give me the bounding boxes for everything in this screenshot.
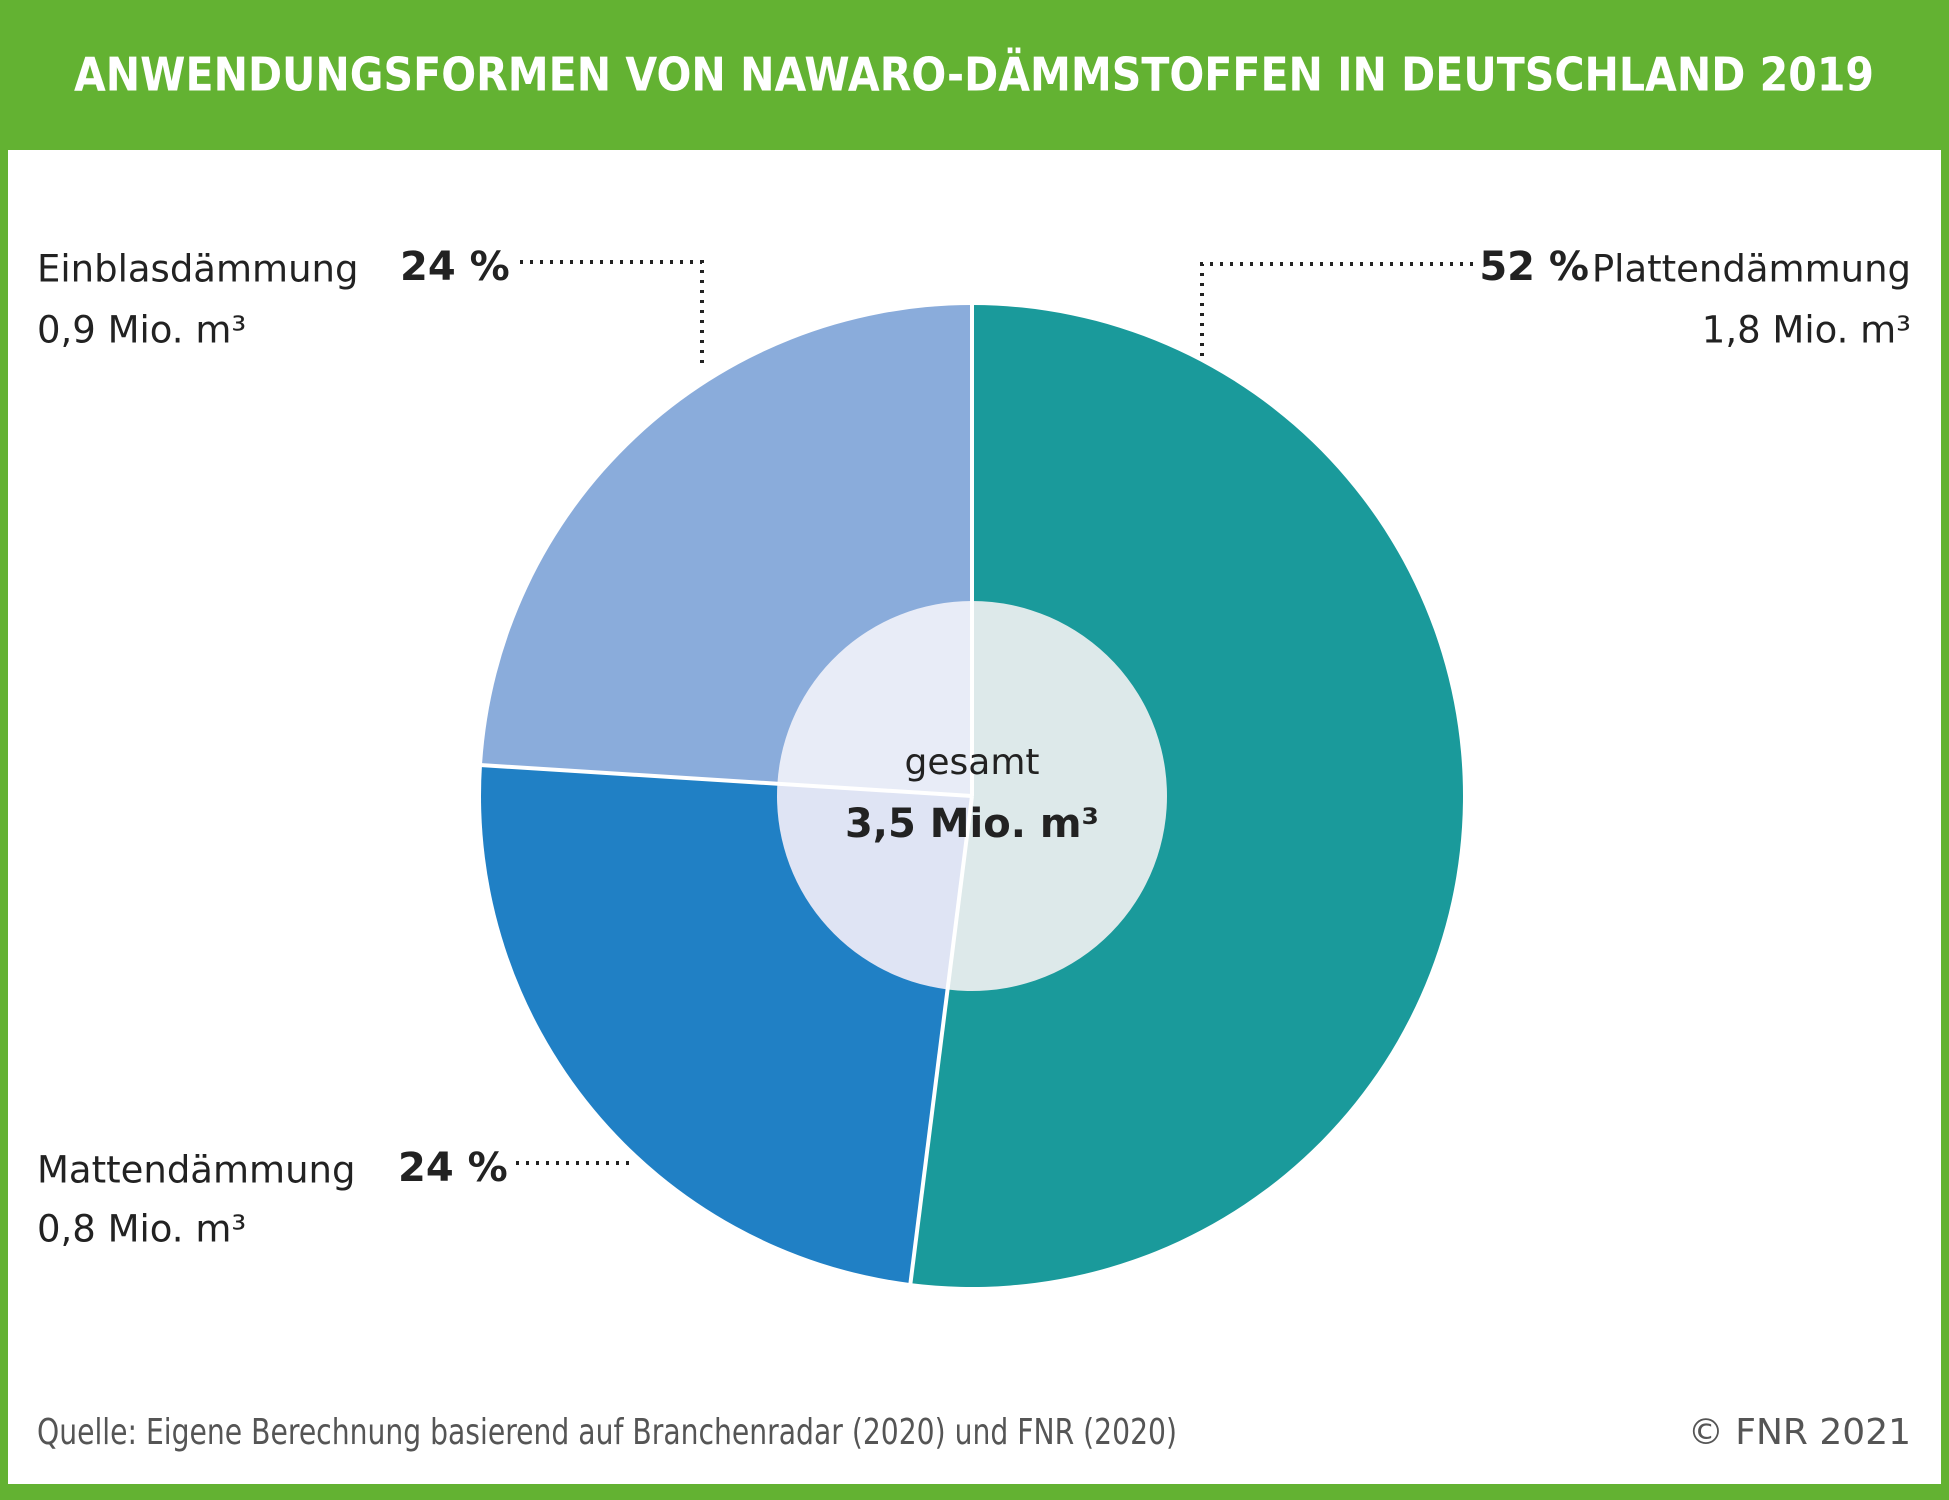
volume-label: 0,9 Mio. m³ [37,309,246,352]
leader-line [1200,262,1473,358]
slice-inner [776,783,972,990]
donut [479,303,1463,1287]
slice-inner [947,600,1168,991]
leader-line [520,260,704,370]
category-label: Mattendämmung [37,1149,355,1192]
category-label: Plattendämmung [1592,248,1911,291]
category-label: Einblasdämmung [37,248,358,291]
volume-label: 1,8 Mio. m³ [1702,309,1911,352]
slice [910,305,1463,1287]
slice-separator [908,795,974,1286]
value-label: 52 % [1479,244,1589,290]
volume-label: 0,8 Mio. m³ [37,1208,246,1251]
value-label: 24 % [400,244,510,290]
chart-title: ANWENDUNGSFORMEN VON NAWARO-DÄMMSTOFFEN … [74,48,1874,102]
center-value: 3,5 Mio. m³ [845,801,1099,847]
slice-inner [777,601,972,796]
source: Quelle: Eigene Berechnung basierend auf … [37,1412,1177,1453]
center-label: gesamt [905,742,1040,783]
copyright: © FNR 2021 [1688,1412,1911,1453]
slice-separator [479,763,973,798]
value-label: 24 % [398,1145,508,1191]
